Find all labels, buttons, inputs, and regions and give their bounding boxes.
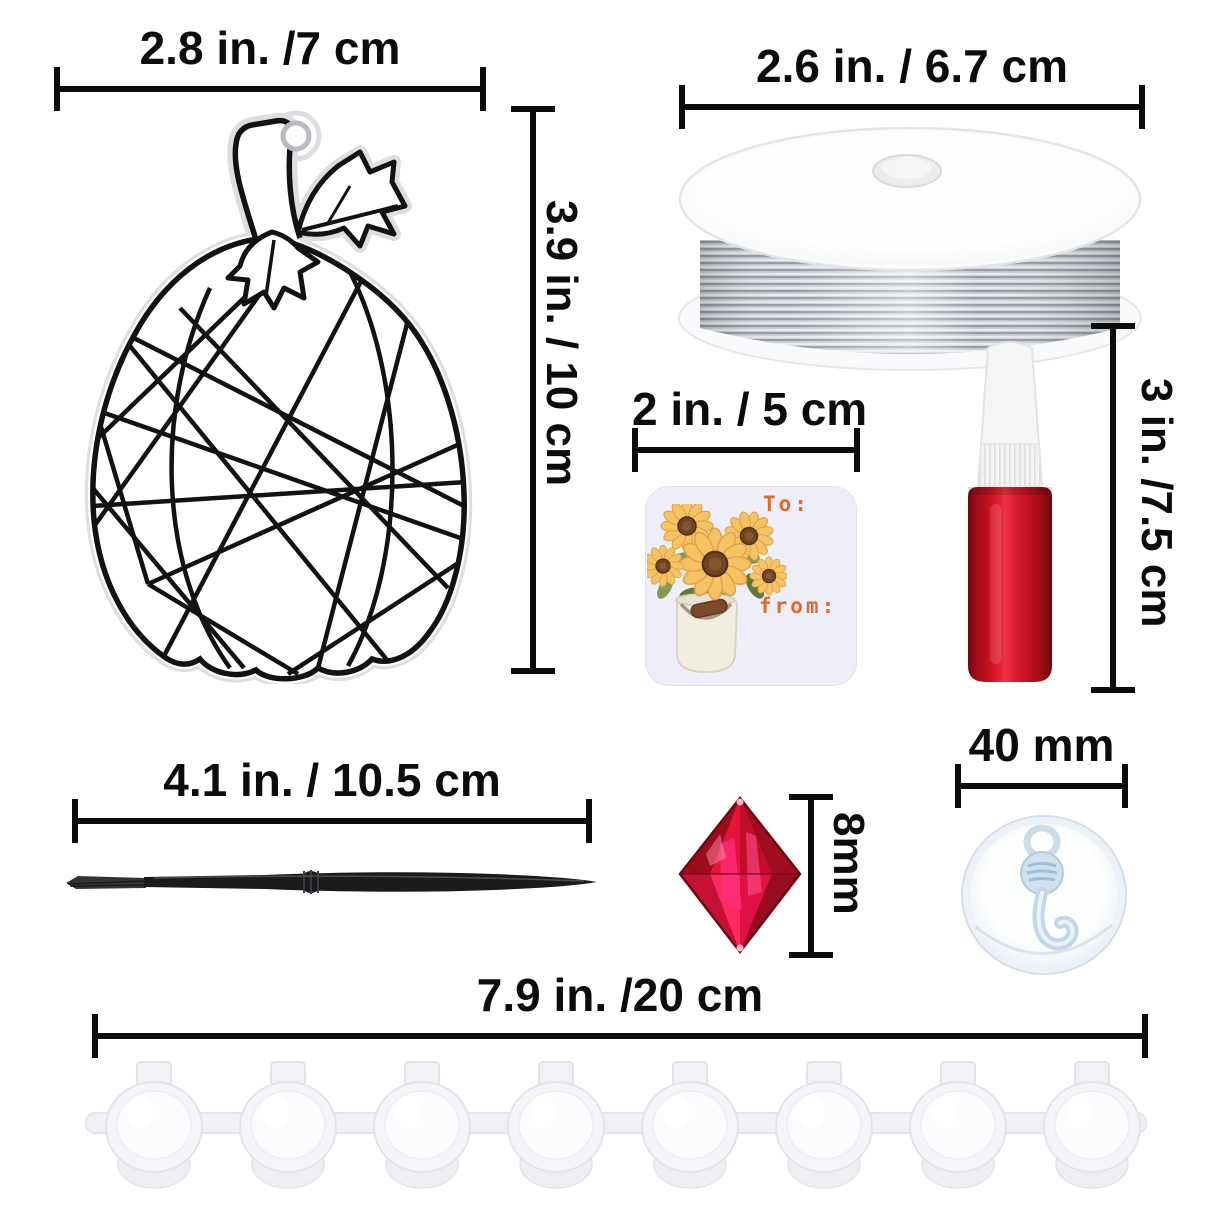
- tag-from-text: from:: [759, 594, 838, 618]
- brush-length-dimension: 4.1 in. / 10.5 cm: [72, 754, 592, 843]
- brush-bristles: [66, 876, 146, 889]
- paint-strip-length-label: 7.9 in. /20 cm: [476, 969, 764, 1021]
- brush-length-dimension-line: [72, 799, 592, 843]
- hook-width-dimension-line: [955, 764, 1128, 808]
- brush-length-label: 4.1 in. / 10.5 cm: [163, 754, 501, 806]
- bead-hole-top: [736, 798, 744, 806]
- hanging-hole: [280, 120, 312, 152]
- paint-brush-image: [66, 870, 597, 894]
- wire-width-dimension-line: [679, 85, 1145, 129]
- hook-knob: [1020, 851, 1064, 895]
- pumpkin-width-dimension: 2.8 in. /7 cm: [54, 22, 486, 111]
- glue-body: [968, 487, 1052, 682]
- wire-width-label: 2.6 in. / 6.7 cm: [756, 40, 1068, 92]
- bead-hole-bottom: [736, 944, 744, 952]
- pumpkin-width-label: 2.8 in. /7 cm: [139, 22, 401, 74]
- pumpkin-leaf-small: [225, 229, 321, 311]
- wire-coil: [700, 240, 1120, 354]
- paint-pot: [1043, 1061, 1141, 1189]
- paint-pot: [507, 1061, 605, 1189]
- paint-pot: [909, 1061, 1007, 1189]
- pumpkin-leaf-large: [295, 149, 408, 249]
- pumpkin-height-label: 3.9 in. / 10 cm: [537, 200, 586, 487]
- pumpkin-height-dimension-line: [511, 106, 555, 674]
- paint-pot: [641, 1061, 739, 1189]
- pumpkin-suncatcher-image: [84, 110, 473, 684]
- milk-can: [675, 593, 739, 674]
- sunflower-bouquet: [647, 504, 787, 674]
- paint-pots: [105, 1061, 1141, 1189]
- spool-top-disc: [678, 126, 1142, 272]
- bead-size-dimension-line: [789, 794, 833, 958]
- hook-width-label: 40 mm: [968, 719, 1115, 771]
- paint-pot: [373, 1061, 471, 1189]
- glue-bottle-image: [968, 341, 1052, 682]
- j-hook: [1032, 887, 1079, 951]
- wire-width-dimension: 2.6 in. / 6.7 cm: [679, 40, 1145, 129]
- paint-pot-strip-image: [85, 1061, 1147, 1189]
- glue-cap: [977, 341, 1043, 488]
- pumpkin-outline: [90, 235, 467, 682]
- paint-pot: [775, 1061, 873, 1189]
- pumpkin-width-dimension-line: [54, 67, 486, 111]
- glue-height-label: 3 in. /7.5 cm: [1132, 378, 1181, 628]
- sunflower: [647, 544, 685, 588]
- paint-pot: [105, 1061, 203, 1189]
- handle-rings: [303, 870, 319, 894]
- paint-strip-length-dimension-line: [92, 1014, 1148, 1058]
- paint-pot: [239, 1061, 337, 1189]
- tag-width-dimension: 2 in. / 5 cm: [632, 383, 868, 472]
- bead-size-label: 8mm: [824, 812, 873, 915]
- can-handle-grip: [690, 598, 728, 619]
- gift-tag-image: To: from:: [645, 486, 857, 686]
- tag-width-dimension-line: [632, 428, 860, 472]
- crystal-bead-image: [678, 795, 802, 955]
- suction-hook-image: [961, 815, 1127, 975]
- pumpkin-web-lines: [92, 246, 465, 676]
- brush-handle: [144, 870, 597, 894]
- paint-strip-length-dimension: 7.9 in. /20 cm: [92, 969, 1148, 1058]
- wire-spool-image: [678, 126, 1142, 371]
- tag-width-label: 2 in. / 5 cm: [632, 383, 868, 435]
- glue-height-dimension-line: [1091, 323, 1135, 693]
- pot-connector-bar: [85, 1112, 1147, 1134]
- tag-to-text: To:: [763, 492, 810, 516]
- pumpkin-stem: [232, 117, 303, 241]
- hook-width-dimension: 40 mm: [955, 719, 1128, 808]
